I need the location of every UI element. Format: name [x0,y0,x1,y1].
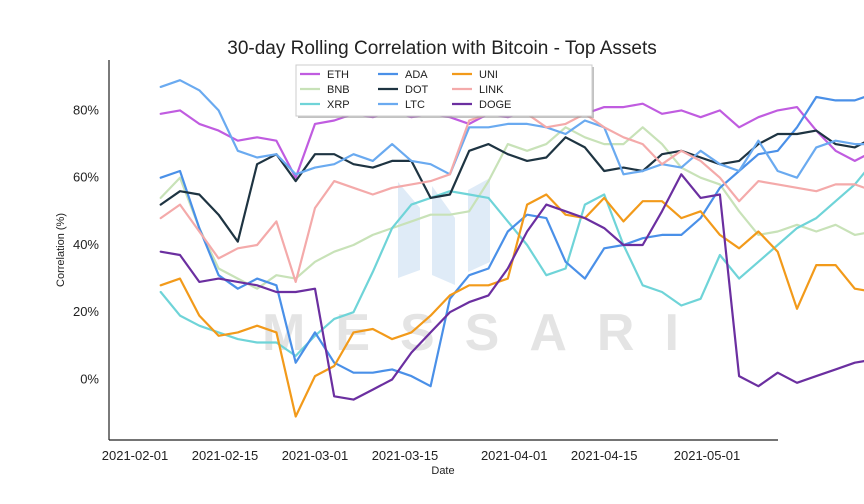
watermark-mark-mid [432,186,455,285]
legend-label-eth: ETH [327,69,349,81]
legend: ETH BNB XRP ADA DOT LTC UNI LINK DOGE [295,64,594,118]
series-line-doge [159,173,864,401]
legend-label-doge: DOGE [479,99,511,111]
series-line-ltc [159,79,864,179]
y-tick-label: 60% [73,170,99,185]
series-layer [159,79,864,418]
y-tick-labels: 0% 20% 40% 60% 80% [73,102,99,386]
x-tick-label: 2021-02-01 [102,448,169,463]
y-axis-label: Correlation (%) [55,213,67,287]
legend-label-ltc: LTC [405,99,425,111]
x-tick-label: 2021-04-15 [571,448,638,463]
legend-label-bnb: BNB [327,84,350,96]
legend-label-uni: UNI [479,69,498,81]
series-line-uni [159,193,864,418]
legend-label-xrp: XRP [327,99,350,111]
series-line-bnb [159,126,864,290]
x-tick-labels: 2021-02-01 2021-02-15 2021-03-01 2021-03-15… [102,448,741,463]
y-tick-label: 0% [80,371,99,386]
x-axis-label: Date [431,465,454,477]
legend-label-ada: ADA [405,69,428,81]
series-line-xrp [159,171,864,357]
watermark-mark-right [468,178,490,272]
legend-label-link: LINK [479,84,504,96]
legend-box [295,64,593,117]
chart-title: 30-day Rolling Correlation with Bitcoin … [227,38,656,59]
watermark-text: MESSARI [262,304,709,362]
x-tick-label: 2021-03-15 [372,448,439,463]
legend-label-dot: DOT [405,84,429,96]
y-tick-label: 40% [73,237,99,252]
series-line-dot [159,129,864,243]
x-tick-label: 2021-05-01 [674,448,741,463]
y-tick-label: 80% [73,102,99,117]
series-line-link [159,109,864,283]
x-tick-label: 2021-04-01 [481,448,548,463]
x-tick-label: 2021-03-01 [282,448,349,463]
watermark-mark-left [398,182,420,278]
y-tick-label: 20% [73,304,99,319]
messari-watermark-logo: MESSARI [262,178,709,362]
x-tick-label: 2021-02-15 [192,448,259,463]
